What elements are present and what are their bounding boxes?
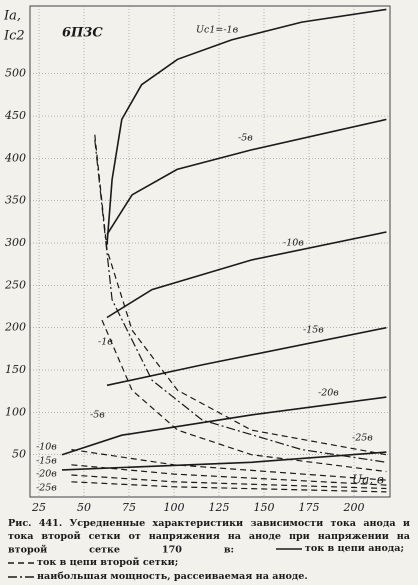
y-tick-label: 100: [5, 405, 26, 418]
series-label: -15в: [36, 456, 57, 467]
series-line: [106, 231, 387, 319]
series-label: Uc1=-1в: [196, 25, 239, 36]
series-line: [101, 319, 387, 473]
series-line: [106, 326, 387, 387]
y-tick-label: 250: [4, 278, 26, 291]
series-line: [106, 8, 387, 245]
legend-item: ток в цепи второй сетки;: [8, 557, 178, 570]
series-label: -10в: [283, 238, 304, 249]
y-tick-label: 50: [12, 448, 26, 461]
series-label: -25в: [352, 433, 373, 444]
series-line: [71, 474, 387, 490]
y-tick-label: 400: [4, 151, 26, 164]
y-tick-label: 450: [4, 109, 26, 122]
series-label: -5в: [90, 410, 105, 421]
x-tick-label: 200: [343, 501, 365, 514]
y-axis-label: Ic2: [3, 29, 25, 44]
legend-swatch: [8, 562, 34, 564]
x-tick-label: 50: [77, 501, 91, 514]
legend-swatch: [275, 548, 302, 550]
legend-item: наибольшая мощность, рассеиваемая на ано…: [8, 571, 308, 584]
series-label: -5в: [238, 133, 253, 144]
series-line: [71, 464, 387, 486]
y-tick-label: 200: [4, 321, 26, 334]
caption: Рис. 441. Усредненные характеристики зав…: [8, 518, 410, 584]
series-line: [106, 118, 387, 236]
x-tick-label: 100: [164, 501, 185, 514]
series-line: [61, 451, 387, 471]
series-label: -15в: [303, 325, 324, 336]
legend: ток в цепи анода; ток в цепи второй сетки…: [8, 543, 410, 584]
series-label: -10в: [36, 442, 57, 453]
y-axis-label: Ia,: [3, 9, 21, 24]
x-tick-label: 25: [31, 501, 46, 514]
plot-frame: [29, 5, 391, 498]
legend-label: ток в цепи второй сетки;: [37, 556, 179, 568]
x-tick-label: 125: [209, 501, 230, 514]
series-line: [71, 481, 387, 493]
series-line: [71, 449, 387, 481]
series-label: -25в: [36, 483, 57, 494]
series-label: -1в: [98, 337, 113, 348]
chart-title: 6П3С: [62, 26, 103, 41]
chart: 6П3С Ia, Ic2 Ua, в 50 100 150 200 250 300 350 4…: [3, 5, 391, 514]
legend-label: наибольшая мощность, рассеиваемая на ано…: [37, 570, 308, 582]
caption-text: Рис. 441. Усредненные характеристики зав…: [8, 518, 410, 556]
y-tick-label: 500: [5, 67, 26, 80]
legend-label: ток в цепи анода;: [304, 543, 404, 554]
series-label: -20в: [36, 469, 57, 480]
x-tick-label: 75: [122, 501, 136, 514]
x-tick-label: 150: [254, 501, 275, 514]
legend-item: ток в цепи анода;: [275, 543, 404, 556]
series-line: [94, 139, 387, 463]
series-line: [61, 396, 387, 456]
series-label: -20в: [318, 388, 339, 399]
x-axis-label: Ua, в: [352, 473, 384, 487]
y-tick-label: 150: [5, 363, 26, 376]
y-tick-label: 350: [5, 194, 26, 207]
series-line: [94, 134, 387, 456]
legend-swatch: [8, 576, 34, 578]
x-tick-label: 175: [299, 501, 320, 514]
y-tick-label: 300: [5, 236, 26, 249]
